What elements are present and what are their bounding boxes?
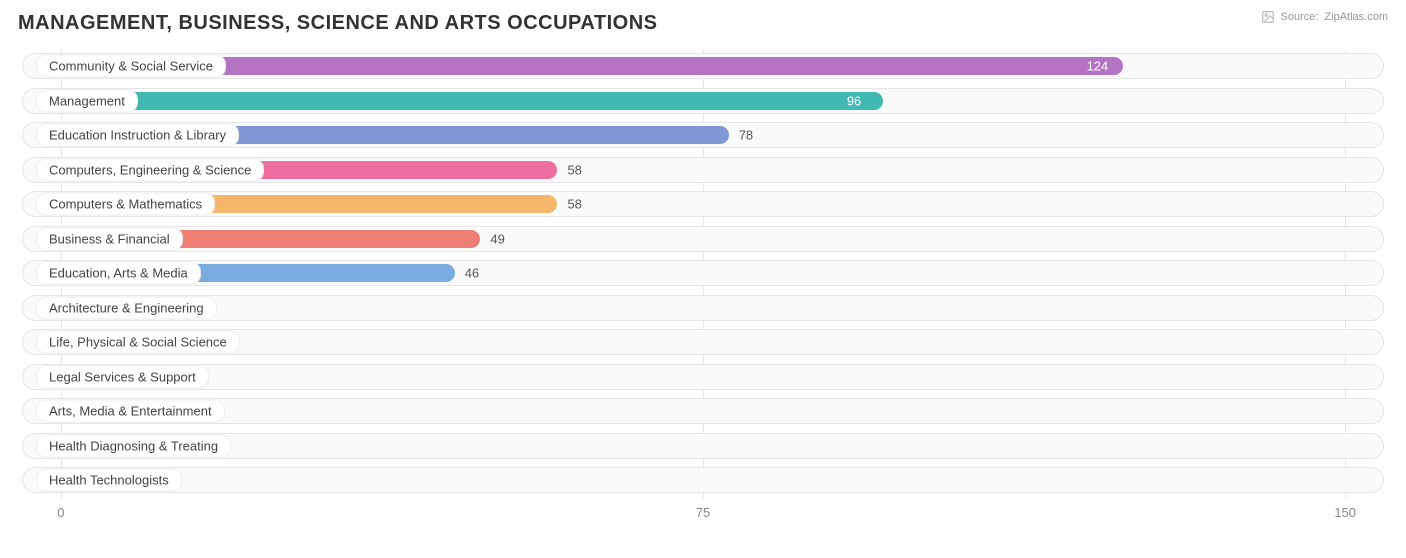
bar-value: 58 <box>567 162 581 177</box>
bar-value: 78 <box>739 128 753 143</box>
bar-value: 58 <box>567 197 581 212</box>
bar-row: Computers, Engineering & Science 58 <box>18 153 1388 187</box>
bar-label: Legal Services & Support <box>36 365 209 388</box>
bar-row: Health Technologists0 <box>18 463 1388 497</box>
bar-value: 49 <box>490 231 504 246</box>
bar-row: Arts, Media & Entertainment0 <box>18 394 1388 428</box>
bar-row: Life, Physical & Social Science0 <box>18 325 1388 359</box>
source-attribution: Source: ZipAtlas.com <box>1261 10 1389 24</box>
bar-track <box>22 364 1384 390</box>
x-tick-label: 75 <box>696 505 710 520</box>
bar-row: Architecture & Engineering0 <box>18 291 1388 325</box>
bar-label: Education Instruction & Library <box>36 124 239 147</box>
bar-label: Health Diagnosing & Treating <box>36 434 231 457</box>
bar-label: Community & Social Service <box>36 55 226 78</box>
chart-area: Community & Social Service 124 Management 9… <box>18 49 1388 529</box>
bar-row: Education Instruction & Library 78 <box>18 118 1388 152</box>
bar-row: Health Diagnosing & Treating0 <box>18 429 1388 463</box>
bar-value: 96 <box>847 93 861 108</box>
x-tick-label: 150 <box>1334 505 1356 520</box>
bar-track <box>22 295 1384 321</box>
bar-label: Management <box>36 89 138 112</box>
bar-row: Management 96 <box>18 84 1388 118</box>
bar-label: Computers & Mathematics <box>36 193 215 216</box>
bar-row: Business & Financial 49 <box>18 222 1388 256</box>
bar-label: Life, Physical & Social Science <box>36 331 240 354</box>
bar-label: Business & Financial <box>36 227 183 250</box>
bar-fill <box>61 92 883 110</box>
x-axis: 0 75 150 <box>18 501 1388 529</box>
image-icon <box>1261 10 1275 24</box>
bar-row: Computers & Mathematics 58 <box>18 187 1388 221</box>
bar-track <box>22 398 1384 424</box>
bar-label: Architecture & Engineering <box>36 296 217 319</box>
chart-title: MANAGEMENT, BUSINESS, SCIENCE AND ARTS O… <box>0 0 1406 43</box>
bar-value: 124 <box>1087 59 1109 74</box>
bar-row: Education, Arts & Media 46 <box>18 256 1388 290</box>
source-label: Source: <box>1281 11 1319 23</box>
chart-plot: Community & Social Service 124 Management 9… <box>18 49 1388 499</box>
bar-row: Legal Services & Support0 <box>18 360 1388 394</box>
bar-value: 46 <box>465 266 479 281</box>
bar-label: Computers, Engineering & Science <box>36 158 264 181</box>
bar-row: Community & Social Service 124 <box>18 49 1388 83</box>
x-tick-label: 0 <box>57 505 64 520</box>
bar-track <box>22 467 1384 493</box>
bar-label: Health Technologists <box>36 469 182 492</box>
bar-label: Arts, Media & Entertainment <box>36 400 225 423</box>
bar-label: Education, Arts & Media <box>36 262 201 285</box>
source-name: ZipAtlas.com <box>1324 11 1388 23</box>
